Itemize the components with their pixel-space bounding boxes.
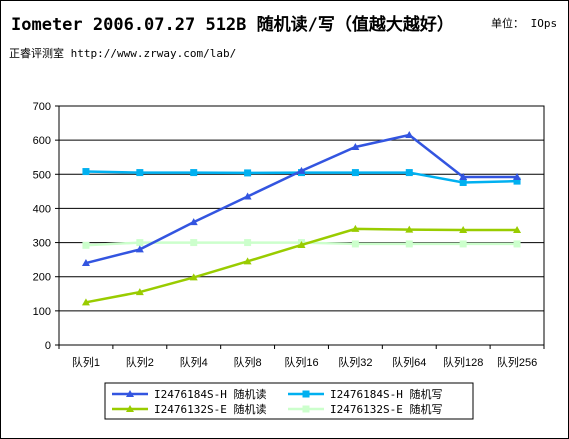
data-point [351,224,360,232]
data-point [513,177,521,185]
data-point [243,257,252,265]
data-point [81,298,90,306]
y-tick-label: 0 [45,340,51,352]
legend-label: I2476184S-H 随机读 [154,387,266,401]
legend-swatch-marker [302,390,310,398]
data-point [459,178,467,186]
data-point [351,142,360,150]
legend-box [104,382,474,420]
legend-item-4: I2476132S-E 随机写 [288,402,442,416]
x-tick-label: 队列256 [497,355,537,369]
legend-label: I2476184S-H 随机写 [330,387,442,401]
data-point [243,192,252,200]
data-point [135,288,144,296]
y-axis: 0 100 200 300 400 500 600 700 [33,101,59,352]
x-tick-label: 队列2 [126,355,154,369]
data-point [405,240,413,248]
legend-label: I2476132S-E 随机读 [154,402,266,416]
x-tick-label: 队列128 [443,355,483,369]
data-point [513,173,522,181]
data-point [190,239,198,247]
data-point [136,169,144,177]
legend-item-1: I2476184S-H 随机读 [112,387,266,401]
data-point [135,245,144,253]
data-point [513,225,522,233]
data-point [297,240,306,248]
y-tick-label: 100 [33,306,51,318]
legend: I2476184S-H 随机读 I2476184S-H 随机写I2476132S-… [104,382,474,420]
x-tick-label: 队列1 [72,355,100,369]
y-tick-label: 600 [33,135,51,147]
legend-item-3: I2476132S-E 随机读 [112,402,266,416]
y-tick-label: 200 [33,272,51,284]
data-point [136,239,144,247]
legend-swatch-marker [126,405,134,412]
data-point [82,168,90,176]
data-point [513,240,521,248]
chart-subtitle: 正睿评测室 http://www.zrway.com/lab/ [9,47,237,60]
y-tick-label: 300 [33,238,51,250]
legend-label: I2476132S-E 随机写 [330,402,442,416]
data-point [244,239,252,247]
series-1 [81,131,522,267]
legend-swatch-marker [126,390,134,397]
data-point [459,225,468,233]
legend-item-2: I2476184S-H 随机写 [288,387,442,401]
data-point [190,169,198,177]
data-point [405,225,414,233]
plot-area [58,105,545,346]
x-axis: 队列1 队列2 队列4 队列8 队列16 队列32 队列64 队列128 队列256 [58,345,545,369]
series-3 [81,224,522,306]
legend-swatch-marker [302,405,310,413]
grid-lines [59,139,544,312]
data-point [244,169,252,177]
x-tick-label: 队列4 [180,355,208,369]
data-point [459,173,468,181]
chart-title: Iometer 2006.07.27 512B 随机读/写（值越大越好） [11,15,454,35]
data-point [297,166,306,174]
unit-label: 单位： IOps [491,17,558,30]
data-point [189,218,198,226]
data-point [351,169,359,177]
x-tick-label: 队列16 [284,355,318,369]
data-point [189,273,198,281]
y-tick-label: 400 [33,203,51,215]
y-tick-label: 500 [33,169,51,181]
series-group [81,131,522,306]
data-point [82,241,90,249]
x-tick-label: 队列64 [392,355,426,369]
data-point [351,240,359,248]
y-tick-label: 700 [33,101,51,113]
data-point [405,169,413,177]
data-point [405,131,414,139]
data-point [459,240,467,248]
x-tick-label: 队列8 [234,355,262,369]
data-point [81,259,90,267]
x-tick-label: 队列32 [338,355,372,369]
